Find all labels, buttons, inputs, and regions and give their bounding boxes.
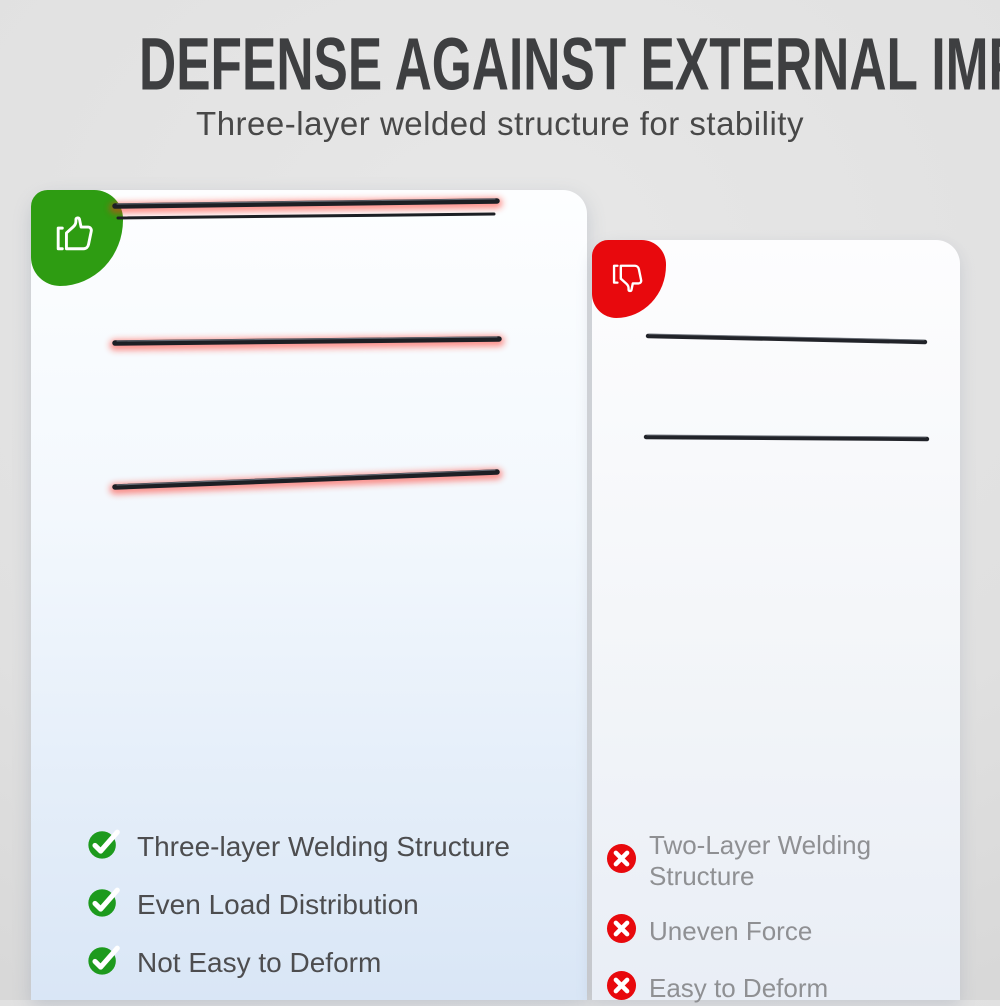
- cross-icon: [606, 970, 637, 1006]
- bad-feature-list: Two-Layer Welding Structure Uneven Force…: [606, 830, 960, 1006]
- feature-label: Uneven Force: [649, 915, 813, 946]
- bad-comparison-card: Two-Layer Welding Structure Uneven Force…: [592, 240, 960, 1003]
- check-icon: [86, 942, 122, 983]
- two-layer-fence-illustration: [643, 333, 930, 759]
- thumbs-up-icon: [56, 216, 93, 251]
- feature-label: Two-Layer Welding Structure: [649, 830, 872, 891]
- feature-label: Not Easy to Deform: [137, 946, 382, 978]
- list-item: Easy to Deform: [606, 970, 960, 1006]
- page-title: DEFENSE AGAINST EXTERNAL IMPACT: [139, 22, 1000, 106]
- check-icon: [86, 884, 122, 925]
- good-feature-list: Three-layer Welding Structure Even Load …: [86, 826, 510, 983]
- list-item: Even Load Distribution: [86, 884, 510, 925]
- cross-icon: [606, 843, 637, 879]
- cross-icon: [606, 913, 637, 949]
- header: DEFENSE AGAINST EXTERNAL IMPACT Three-la…: [0, 25, 1000, 143]
- feature-label: Even Load Distribution: [137, 888, 419, 920]
- list-item: Three-layer Welding Structure: [86, 826, 510, 867]
- thumbs-down-badge: [592, 240, 666, 318]
- list-item: Not Easy to Deform: [86, 942, 510, 983]
- feature-label: Three-layer Welding Structure: [137, 830, 510, 862]
- check-icon: [86, 826, 122, 867]
- thumbs-up-badge: [31, 190, 123, 286]
- three-layer-fence-illustration: [109, 197, 505, 790]
- list-item: Two-Layer Welding Structure: [606, 830, 960, 892]
- good-comparison-card: Three-layer Welding Structure Even Load …: [31, 190, 587, 1000]
- page-subtitle: Three-layer welded structure for stabili…: [196, 105, 804, 143]
- thumbs-down-icon: [612, 264, 643, 293]
- feature-label: Easy to Deform: [649, 972, 829, 1003]
- list-item: Uneven Force: [606, 913, 960, 949]
